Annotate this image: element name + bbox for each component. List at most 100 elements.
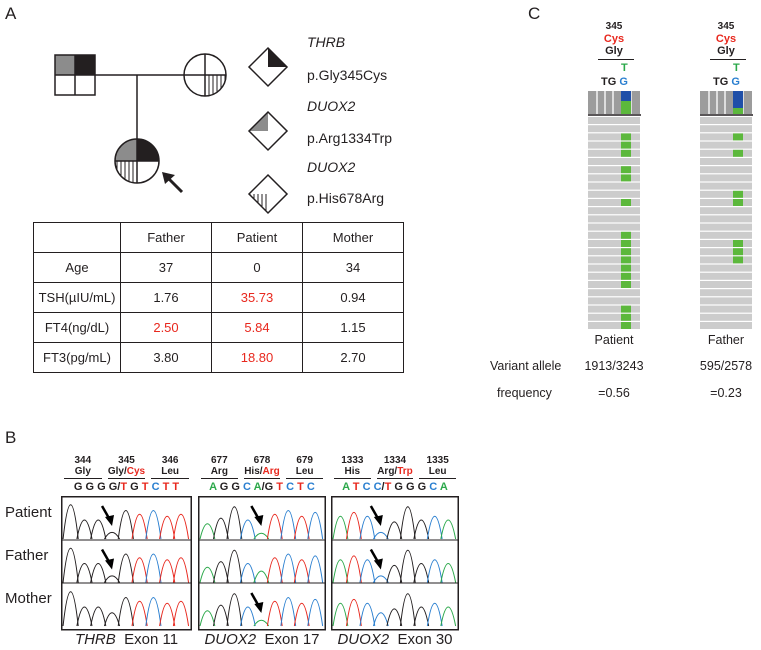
alt-allele-mark [621, 199, 631, 206]
amino-acid: Leu [295, 466, 314, 477]
trace-peak [90, 519, 107, 540]
read [588, 223, 640, 231]
amino-acid: Gly/Cys [107, 466, 146, 477]
arrow-icon [250, 592, 264, 613]
trace-peak [117, 597, 134, 627]
trace-peak [103, 612, 121, 627]
codon-number: 1333 [341, 455, 364, 466]
codon-underline [710, 59, 746, 60]
read [700, 158, 752, 165]
trace-peak [373, 575, 389, 583]
mother-symbol [183, 53, 227, 97]
codon-number: 345 [605, 21, 623, 32]
codon-number: 679 [296, 455, 313, 466]
alt-allele-mark [733, 199, 743, 206]
read [700, 289, 752, 297]
read [700, 133, 752, 141]
trace-peak [293, 559, 310, 583]
trace-peak [62, 591, 79, 627]
trace-peak [253, 619, 270, 627]
duox2-r1334w-symbol [247, 110, 289, 152]
alt-allele-mark [621, 281, 631, 288]
trace-peak [213, 517, 229, 540]
alt-allele-mark [621, 264, 631, 272]
trace-peak [280, 597, 297, 627]
trace-peak [62, 547, 79, 583]
read [588, 190, 640, 198]
codon-label: 678 His/Arg [241, 455, 284, 477]
table-cell: 35.73 [211, 282, 303, 313]
codon-number: 677 [210, 455, 228, 466]
trace-peak [90, 606, 107, 627]
table-cell: 18.80 [211, 342, 303, 373]
read [700, 199, 752, 206]
trace-peak [145, 553, 162, 583]
trace-peak [239, 519, 256, 540]
duox2-h678r-symbol [247, 173, 289, 215]
sample-label: Father [707, 333, 745, 347]
codon-label: 1334 Arg/Trp [374, 455, 417, 477]
trace-peak [117, 553, 134, 583]
alt-coverage [621, 101, 631, 114]
father-symbol [54, 54, 96, 96]
read [700, 322, 752, 329]
sample-label: Patient [594, 333, 634, 347]
read-pileup [588, 91, 641, 329]
allele-count: 595/2578 [699, 359, 753, 373]
row-label: FT3(pg/mL) [33, 342, 121, 373]
table-header [33, 222, 121, 253]
codon-number: 678 [253, 455, 271, 466]
base-sequence: G G G G/T G T C T T [73, 481, 180, 493]
read-pileup [700, 91, 753, 329]
legend-symbols [247, 46, 289, 215]
row-label: Age [33, 252, 121, 283]
read [700, 264, 752, 272]
read [588, 174, 640, 182]
read [700, 281, 752, 288]
row-label: TSH(µIU/mL) [33, 282, 121, 313]
read [588, 256, 640, 264]
trace-peak [76, 606, 93, 627]
trace-peak [226, 506, 243, 540]
trace-peak [345, 512, 362, 540]
trace-peak [332, 559, 349, 583]
proband-arrow-icon [162, 172, 184, 194]
codon-underline [598, 59, 634, 60]
trace-peak [386, 608, 403, 627]
trace-peak [426, 602, 443, 627]
amino-acid: Gly [74, 466, 91, 477]
base-sequence: A T C C/T G G G C A [342, 481, 448, 493]
table-cell: 0.94 [302, 282, 404, 313]
codon-number: 1334 [383, 455, 407, 466]
pedigree [54, 53, 227, 194]
codon-label: 679 Leu [283, 455, 326, 477]
hormone-table: Father Patient Mother Age 37 0 34 TSH(µIU/mL… [33, 222, 404, 373]
table-row: TSH(µIU/mL) 1.76 35.73 0.94 [33, 282, 404, 313]
read [700, 231, 752, 239]
mutant-amino-acid: Cys [715, 33, 737, 45]
trace-peak [372, 612, 389, 627]
alt-allele-mark [621, 322, 631, 329]
table-row: Age 37 0 34 [33, 252, 404, 283]
table-cell: 1.15 [302, 312, 404, 343]
trace-peak [345, 599, 362, 627]
read [588, 305, 640, 313]
codon-label: 345 Gly/Cys [105, 455, 149, 477]
trace-peak [440, 606, 457, 627]
trace-peak [345, 555, 362, 583]
read [588, 182, 640, 190]
amino-acid: His [344, 466, 361, 477]
read [700, 248, 752, 256]
alt-allele-mark [621, 231, 631, 239]
trace-peak [293, 602, 310, 627]
trace-peak [266, 601, 283, 627]
amino-acid: Arg/Trp [377, 466, 413, 477]
trace-box [198, 496, 326, 631]
table-header: Father [120, 222, 212, 253]
trace-peak [199, 523, 216, 540]
arrow-icon [100, 505, 115, 526]
codon-label: 345 Cys Gly [700, 21, 752, 57]
read [700, 125, 752, 133]
read [700, 297, 752, 305]
